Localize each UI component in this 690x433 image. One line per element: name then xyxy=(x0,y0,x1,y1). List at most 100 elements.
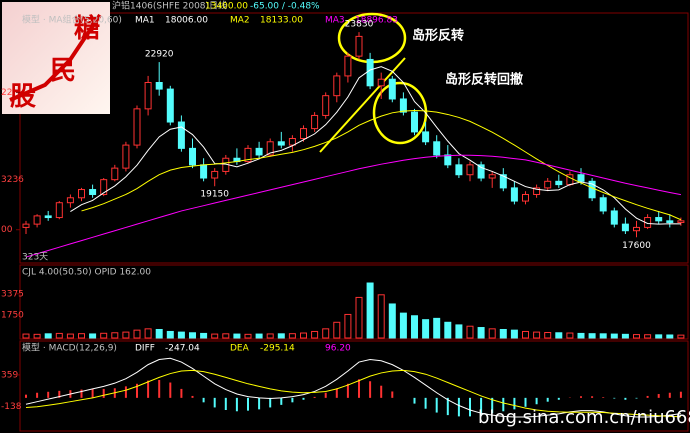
candle-body xyxy=(66,197,74,204)
legend-value: -295.14 xyxy=(260,344,295,354)
symbol: 沪铝1406(SHFE 2008)日线 xyxy=(112,0,227,12)
candle-body xyxy=(444,154,452,166)
volume-bar xyxy=(155,328,163,339)
candle-body xyxy=(633,226,640,232)
volume-bar xyxy=(477,327,485,339)
volume-bar xyxy=(355,296,363,339)
candle-body xyxy=(211,170,219,179)
candle-body xyxy=(422,131,430,143)
volume-bar xyxy=(544,332,552,339)
volume-bar xyxy=(233,333,241,339)
volume-bar xyxy=(588,333,596,339)
volume-bar xyxy=(644,334,652,339)
y-tick-label: 3375 xyxy=(1,289,24,299)
line xyxy=(25,154,681,258)
volume-bar xyxy=(411,315,418,339)
line xyxy=(25,357,681,418)
volume-bar xyxy=(399,312,407,339)
logo-char: 民 xyxy=(50,56,76,86)
volume-bar xyxy=(200,332,208,339)
legend-name: MA2 xyxy=(230,16,250,26)
volume-bar xyxy=(666,334,674,339)
volume-bar xyxy=(455,324,463,339)
legend-value: 96.20 xyxy=(325,344,351,354)
candle-body xyxy=(311,114,319,130)
volume-bar xyxy=(222,333,230,339)
volume-bar xyxy=(555,332,563,339)
volume-bar xyxy=(122,331,130,339)
legend-name: DIFF xyxy=(135,344,155,354)
volume-bar xyxy=(433,317,441,339)
change: -65.00 / -0.48% xyxy=(250,2,320,12)
volume-bar xyxy=(533,331,541,339)
volume-bar xyxy=(610,333,618,339)
line xyxy=(25,369,681,418)
volume-bar xyxy=(300,332,307,339)
price-label: 17600 xyxy=(622,241,651,251)
volume-bar xyxy=(78,333,85,339)
candle-body xyxy=(577,174,585,182)
trend-line xyxy=(319,57,406,153)
candle-body xyxy=(466,164,474,176)
candle-body xyxy=(89,189,97,195)
volume-bar xyxy=(333,321,341,339)
volume-bar xyxy=(266,333,274,339)
volume-bar xyxy=(510,329,518,339)
volume-bar xyxy=(499,328,507,339)
candle-body xyxy=(533,187,541,195)
candle-body xyxy=(510,187,518,202)
panel-title: 模型 · MA组合(5,20,60) xyxy=(22,14,122,26)
candle-body xyxy=(377,78,385,87)
candle-body xyxy=(200,164,208,179)
candle-body xyxy=(522,193,529,202)
volume-bar xyxy=(211,333,219,339)
candle-body xyxy=(399,98,407,113)
logo-char: 股 xyxy=(10,82,36,112)
volume-bar xyxy=(311,330,319,339)
candle-body xyxy=(366,58,374,87)
candle-body xyxy=(155,82,163,90)
legend-value: 18006.00 xyxy=(165,16,208,26)
annotation: 岛形反转 xyxy=(412,28,464,44)
volume-bar xyxy=(444,321,452,339)
candle-body xyxy=(44,215,52,219)
volume-bar xyxy=(566,332,574,339)
candle-body xyxy=(555,180,563,186)
volume-bar xyxy=(33,333,41,339)
candle-body xyxy=(621,223,629,232)
candle-body xyxy=(677,220,685,223)
volume-bar xyxy=(388,303,396,339)
volume-bar xyxy=(255,333,263,339)
volume-bar xyxy=(488,328,496,339)
legend-value: -247.04 xyxy=(165,344,200,354)
annotation: 岛形反转回撤 xyxy=(445,72,523,88)
volume-bar xyxy=(244,333,252,339)
price-label: 22920 xyxy=(145,50,174,60)
candle-body xyxy=(78,189,85,199)
volume-bar xyxy=(677,334,685,339)
candle-body xyxy=(544,180,552,189)
volume-bar xyxy=(366,282,374,339)
y-tick-label: 359 xyxy=(1,370,18,380)
volume-bar xyxy=(522,330,529,339)
volume-bar xyxy=(100,332,108,339)
candle-body xyxy=(300,128,307,139)
candle-body xyxy=(266,141,274,156)
legend-name: DEA xyxy=(230,344,250,354)
candle-body xyxy=(610,210,618,225)
panel-title: 模型 · MACD(12,26,9) xyxy=(22,343,117,354)
candle-body xyxy=(666,220,674,223)
logo-char: 糖 xyxy=(74,13,100,44)
candle-body xyxy=(122,144,130,169)
panel-title: CJL 4.00(50.50) OPID 162.00 xyxy=(22,268,151,278)
footnote: 323天 xyxy=(22,253,48,263)
candle-body xyxy=(166,88,174,123)
candle-body xyxy=(255,147,263,156)
last-price: 13400.00 xyxy=(205,2,248,12)
candle-body xyxy=(277,141,285,146)
candle-body xyxy=(599,197,607,212)
volume-bar xyxy=(322,328,330,339)
volume-bar xyxy=(177,331,185,339)
volume-bar xyxy=(111,332,119,339)
candle-body xyxy=(333,75,341,97)
